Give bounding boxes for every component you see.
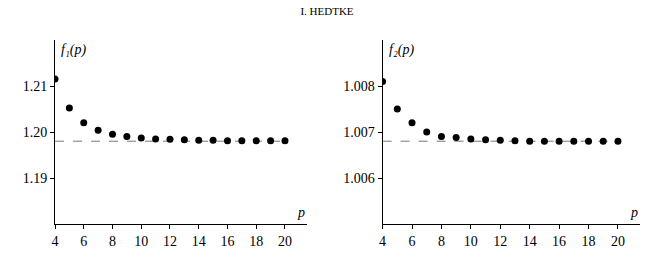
svg-text:6: 6 [409,234,416,249]
svg-text:8: 8 [109,234,116,249]
svg-text:1.008: 1.008 [343,79,375,94]
svg-text:1.21: 1.21 [23,79,48,94]
svg-text:I. HEDTKE: I. HEDTKE [300,5,353,17]
svg-text:1.19: 1.19 [23,171,48,186]
svg-text:1.006: 1.006 [343,171,375,186]
svg-text:1.20: 1.20 [23,125,48,140]
svg-text:16: 16 [552,234,566,249]
svg-text:1.007: 1.007 [343,125,375,140]
svg-text:18: 18 [249,234,263,249]
svg-text:p: p [297,205,305,220]
svg-text:f₁(p): f₁(p) [61,42,86,58]
svg-text:18: 18 [582,234,596,249]
svg-text:14: 14 [523,234,537,249]
svg-text:20: 20 [278,234,292,249]
svg-text:14: 14 [192,234,206,249]
svg-text:4: 4 [379,234,386,249]
svg-text:p: p [630,205,638,220]
svg-text:f₂(p): f₂(p) [389,42,414,58]
svg-text:20: 20 [611,234,625,249]
svg-text:8: 8 [438,234,445,249]
svg-text:6: 6 [80,234,87,249]
svg-text:4: 4 [52,234,59,249]
svg-text:10: 10 [464,234,478,249]
svg-text:16: 16 [220,234,234,249]
svg-text:12: 12 [163,234,177,249]
svg-text:10: 10 [134,234,148,249]
svg-text:12: 12 [493,234,507,249]
